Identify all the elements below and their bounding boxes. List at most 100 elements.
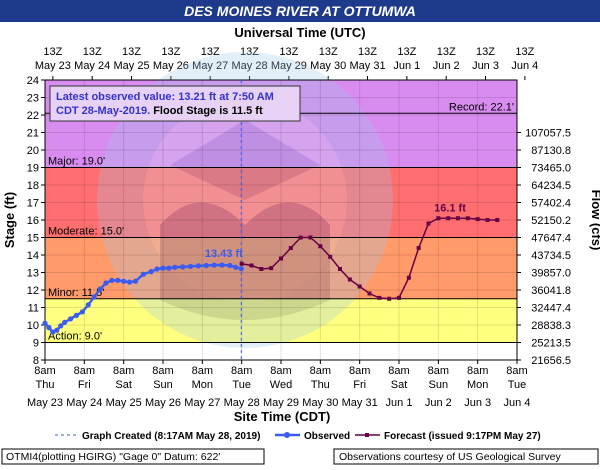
site-date-label: May 30 bbox=[302, 397, 338, 409]
stage-axis-ticks: 8 9 10 11 12 13 14 15 16 17 18 19 20 21 22 23 24 bbox=[27, 75, 45, 367]
utc-hour-label: 13Z bbox=[122, 46, 141, 58]
observed-point bbox=[103, 280, 109, 286]
utc-hour-label: 13Z bbox=[43, 46, 62, 58]
utc-hour-label: 13Z bbox=[161, 46, 180, 58]
observed-point bbox=[62, 319, 68, 325]
stage-tick-label: 20 bbox=[27, 145, 39, 157]
legend-observed-marker bbox=[284, 432, 290, 438]
utc-date-label: May 27 bbox=[192, 60, 228, 72]
forecast-point bbox=[338, 267, 342, 271]
site-date-label: Jun 1 bbox=[386, 397, 413, 409]
forecast-point bbox=[397, 295, 401, 300]
site-time-label: 8am bbox=[270, 365, 291, 377]
site-date-label: May 27 bbox=[184, 397, 220, 409]
stage-tick-label: 18 bbox=[27, 180, 39, 192]
legend-forecast-marker bbox=[365, 433, 369, 437]
threshold-label-moderate: Moderate: 15.0' bbox=[48, 226, 124, 238]
forecast-point bbox=[347, 277, 352, 282]
utc-hour-label: 13Z bbox=[358, 46, 377, 58]
legend-forecast: Forecast (issued 9:17PM May 27) bbox=[384, 431, 541, 442]
forecast-point bbox=[279, 256, 283, 261]
site-date-label: May 24 bbox=[66, 397, 102, 409]
legend-graph-created: Graph Created (8:17AM May 28, 2019) bbox=[82, 431, 260, 442]
stage-tick-label: 8 bbox=[33, 355, 39, 367]
flow-tick-label: 57402.4 bbox=[531, 198, 571, 210]
site-time-label: 8am bbox=[74, 365, 95, 377]
site-time-label: 8am bbox=[428, 365, 449, 377]
site-dow-label: Sun bbox=[153, 379, 173, 391]
major-band bbox=[45, 113, 517, 168]
site-dow-label: Thu bbox=[311, 379, 330, 391]
observed-point bbox=[233, 264, 239, 270]
minor-band bbox=[45, 298, 517, 343]
flow-tick-label: 25213.5 bbox=[531, 338, 571, 350]
top-axis-title: Universal Time (UTC) bbox=[234, 25, 365, 40]
utc-hour-label: 13Z bbox=[397, 46, 416, 58]
observed-point bbox=[46, 325, 52, 331]
site-time-label: 8am bbox=[231, 365, 252, 377]
site-dow-label: Wed bbox=[270, 379, 292, 391]
site-date-label: May 31 bbox=[342, 397, 378, 409]
stage-tick-label: 9 bbox=[33, 338, 39, 350]
flow-tick-label: 39857.0 bbox=[531, 268, 571, 280]
utc-hour-label: 13Z bbox=[437, 46, 456, 58]
flow-tick-label: 28838.3 bbox=[531, 320, 571, 332]
site-dow-label: Sat bbox=[115, 379, 132, 391]
legend: Graph Created (8:17AM May 28, 2019) Obse… bbox=[55, 431, 541, 442]
utc-date-label: May 24 bbox=[74, 60, 110, 72]
bottom-axis-title: Site Time (CDT) bbox=[234, 409, 331, 424]
observed-point bbox=[85, 302, 91, 308]
site-dow-label: Sun bbox=[429, 379, 449, 391]
utc-date-label: May 23 bbox=[35, 60, 71, 72]
observed-point bbox=[126, 279, 133, 285]
stage-axis-label: Stage (ft) bbox=[2, 192, 17, 248]
site-date-label: Jun 3 bbox=[464, 397, 491, 409]
utc-hour-label: 13Z bbox=[83, 46, 102, 58]
forecast-point bbox=[426, 221, 431, 226]
forecast-point bbox=[259, 267, 264, 271]
utc-date-label: May 28 bbox=[231, 60, 267, 72]
observed-point bbox=[97, 286, 103, 292]
flow-tick-label: 47647.4 bbox=[531, 233, 571, 245]
forecast-point bbox=[465, 216, 470, 221]
footer-credit: Observations courtesy of US Geological S… bbox=[339, 451, 562, 463]
site-time-label: 8am bbox=[152, 365, 173, 377]
forecast-point bbox=[406, 275, 411, 280]
threshold-label-minor: Minor: 11.5' bbox=[48, 287, 104, 299]
info-line-2a: CDT 28-May-2019. bbox=[56, 105, 150, 117]
site-time-label: 8am bbox=[388, 365, 409, 377]
flow-tick-label: 52150.2 bbox=[531, 215, 571, 227]
observed-point bbox=[58, 323, 64, 329]
forecast-point bbox=[416, 246, 421, 250]
observed-point bbox=[203, 262, 209, 269]
forecast-point bbox=[249, 263, 254, 268]
site-date-label: May 29 bbox=[263, 397, 299, 409]
site-date-label: May 28 bbox=[224, 397, 260, 409]
observed-point bbox=[50, 329, 56, 335]
title-bar bbox=[0, 0, 600, 22]
observed-point bbox=[180, 264, 186, 270]
forecast-point bbox=[357, 284, 362, 289]
stage-tick-label: 13 bbox=[27, 268, 39, 280]
site-date-label: May 25 bbox=[106, 397, 142, 409]
latest-observation-box: Latest observed value: 13.21 ft at 7:50 … bbox=[49, 85, 301, 122]
forecast-point bbox=[239, 261, 244, 266]
utc-hour-label: 13Z bbox=[476, 46, 495, 58]
forecast-point bbox=[436, 216, 441, 221]
observed-point bbox=[160, 265, 166, 271]
observed-point bbox=[54, 327, 60, 333]
utc-date-label: Jun 3 bbox=[472, 60, 499, 72]
stage-tick-label: 14 bbox=[27, 250, 39, 262]
site-time-label: 8am bbox=[192, 365, 213, 377]
moderate-band bbox=[45, 237, 517, 299]
site-time-axis-ticks: 8am Thu May 23 8am Fri May 24 8am Sat May 25 8am S… bbox=[27, 360, 530, 409]
observed-point bbox=[121, 278, 127, 284]
stage-tick-label: 21 bbox=[27, 128, 39, 140]
forecast-point bbox=[269, 266, 274, 271]
forecast-peak-label: 16.1 ft bbox=[434, 202, 466, 214]
utc-date-label: May 29 bbox=[271, 60, 307, 72]
utc-hour-label: 13Z bbox=[319, 46, 338, 58]
observed-point bbox=[172, 264, 178, 270]
flow-tick-label: 32447.4 bbox=[531, 303, 571, 315]
forecast-point bbox=[367, 291, 372, 296]
